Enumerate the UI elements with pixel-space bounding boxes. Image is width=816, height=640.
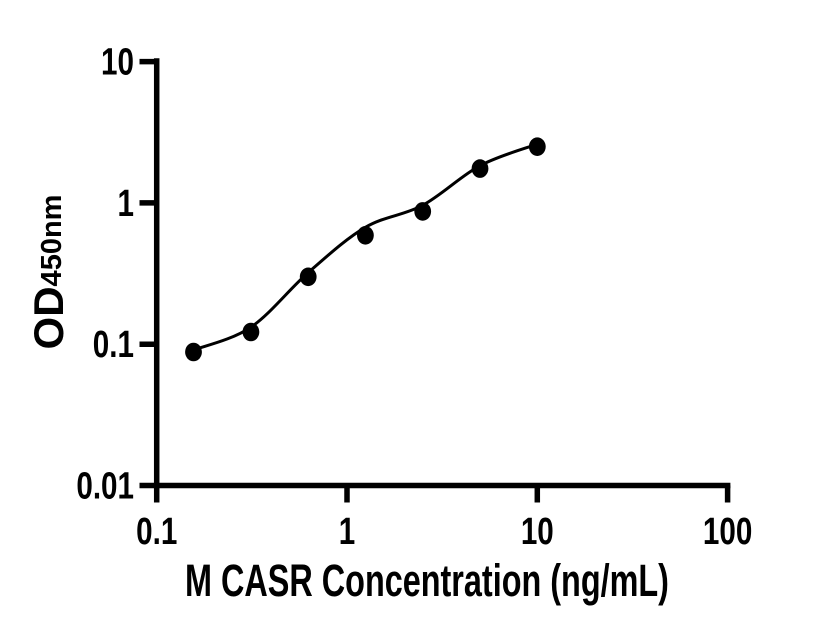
- data-point: [299, 267, 317, 287]
- y-axis-title-subscript: 450nm: [36, 195, 68, 287]
- x-ticks: [153, 485, 731, 503]
- x-tick-label: 100: [703, 511, 752, 553]
- data-points: [185, 137, 546, 362]
- y-axis: 10 1 0.1 0.01: [76, 41, 160, 507]
- y-tick-label: 0.1: [93, 324, 134, 366]
- x-tick-labels: 0.1 1 10 100: [136, 511, 752, 553]
- y-tick-label: 0.01: [76, 465, 134, 507]
- data-point: [471, 159, 489, 178]
- data-point: [185, 342, 202, 362]
- y-ticks: [139, 58, 157, 489]
- y-axis-title-main: OD: [25, 286, 72, 349]
- y-tick-label: 1: [118, 182, 134, 224]
- x-tick-label: 10: [521, 511, 554, 553]
- y-tick-labels: 10 1 0.1 0.01: [76, 41, 134, 507]
- data-point: [414, 202, 432, 221]
- data-point: [528, 137, 546, 156]
- x-axis-title: M CASR Concentration (ng/mL): [185, 557, 669, 606]
- x-tick-label: 0.1: [136, 511, 177, 553]
- x-tick-label: 1: [339, 511, 355, 553]
- data-point: [357, 226, 374, 245]
- y-axis-title: OD450nm: [25, 195, 72, 350]
- y-tick-label: 10: [101, 41, 134, 83]
- data-point: [242, 322, 260, 342]
- x-axis: 0.1 1 10 100: [136, 482, 752, 553]
